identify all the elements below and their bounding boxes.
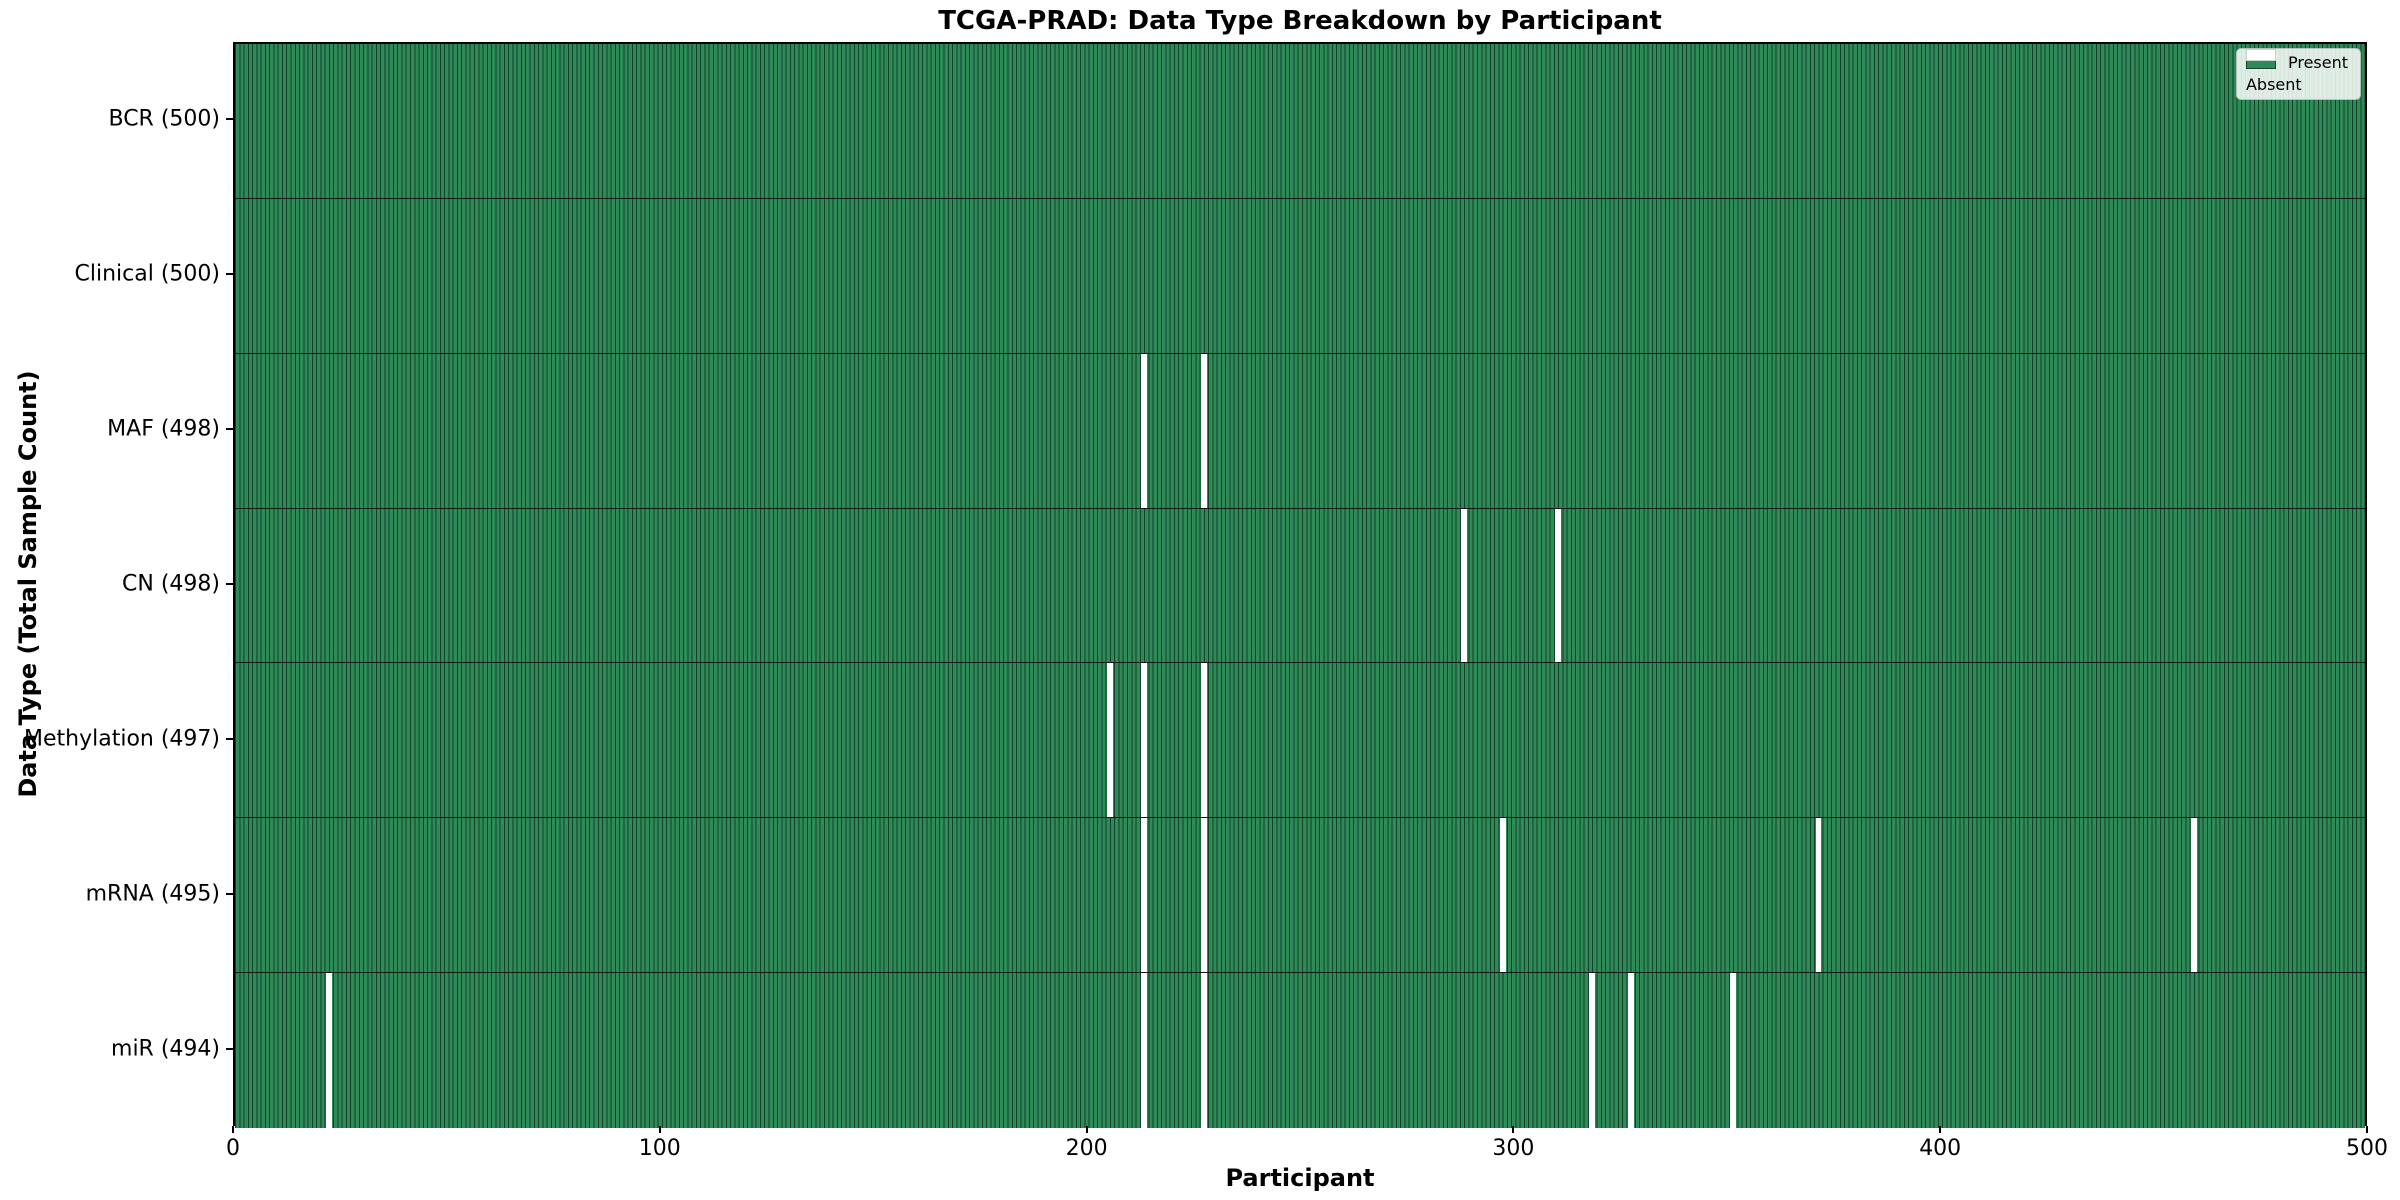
- legend-absent-label: Absent: [2245, 75, 2302, 94]
- absent-marker: [1201, 353, 1207, 508]
- y-tick-mark: [226, 892, 233, 895]
- absent-marker: [2191, 818, 2198, 973]
- y-tick-label: Clinical (500): [74, 261, 220, 287]
- x-tick-label: 300: [1492, 1136, 1535, 1161]
- absent-marker: [1627, 973, 1634, 1128]
- y-tick-label: CN (498): [122, 571, 220, 597]
- row-miR: [235, 973, 2365, 1128]
- row-Methylation: [235, 663, 2365, 819]
- row-MAF: [235, 353, 2365, 509]
- x-tick-mark: [1512, 1126, 1515, 1133]
- y-tick-mark: [226, 428, 233, 431]
- absent-marker: [1555, 508, 1562, 663]
- x-axis-label: Participant: [1225, 1164, 1375, 1192]
- absent-marker: [1815, 818, 1822, 973]
- absent-marker: [326, 973, 332, 1128]
- absent-marker: [1589, 973, 1596, 1128]
- y-tick-mark: [226, 273, 233, 276]
- x-tick-label: 400: [1919, 1136, 1962, 1161]
- x-tick-label: 0: [226, 1136, 240, 1161]
- x-tick-label: 200: [1065, 1136, 1108, 1161]
- absent-marker: [1201, 663, 1207, 818]
- row-Clinical: [235, 198, 2365, 354]
- x-tick-mark: [2366, 1126, 2368, 1133]
- legend: Present Absent: [2235, 48, 2361, 100]
- x-tick-mark: [1085, 1126, 1088, 1133]
- absent-marker: [1461, 508, 1468, 663]
- absent-marker: [1141, 353, 1148, 508]
- y-tick-mark: [226, 118, 233, 121]
- y-tick-label: mRNA (495): [85, 881, 220, 907]
- row-BCR: [235, 44, 2365, 199]
- absent-marker: [1499, 818, 1506, 973]
- absent-marker: [1141, 973, 1148, 1128]
- x-tick-mark: [232, 1126, 234, 1133]
- row-CN: [235, 508, 2365, 664]
- x-tick-mark: [658, 1126, 661, 1133]
- y-tick-label: MAF (498): [107, 416, 220, 442]
- chart-title: TCGA-PRAD: Data Type Breakdown by Partic…: [938, 6, 1662, 36]
- x-tick-label: 500: [2346, 1136, 2388, 1161]
- y-tick-label: Methylation (497): [24, 726, 220, 752]
- legend-entry-absent: Absent: [2245, 49, 2348, 94]
- absent-swatch-icon: [2245, 49, 2276, 61]
- x-tick-label: 100: [638, 1136, 681, 1161]
- absent-marker: [1141, 818, 1148, 973]
- absent-marker: [1730, 973, 1737, 1128]
- row-mRNA: [235, 818, 2365, 974]
- legend-present-label: Present: [2287, 53, 2348, 72]
- y-tick-label: miR (494): [111, 1036, 220, 1062]
- y-tick-mark: [226, 1047, 233, 1050]
- absent-marker: [1107, 663, 1113, 818]
- absent-marker: [1201, 973, 1207, 1128]
- y-tick-label: BCR (500): [108, 106, 220, 132]
- absent-marker: [1201, 818, 1207, 973]
- x-tick-mark: [1939, 1126, 1942, 1133]
- plot-area: [233, 42, 2367, 1128]
- y-tick-mark: [226, 737, 233, 740]
- y-tick-mark: [226, 583, 233, 585]
- absent-marker: [1141, 663, 1148, 818]
